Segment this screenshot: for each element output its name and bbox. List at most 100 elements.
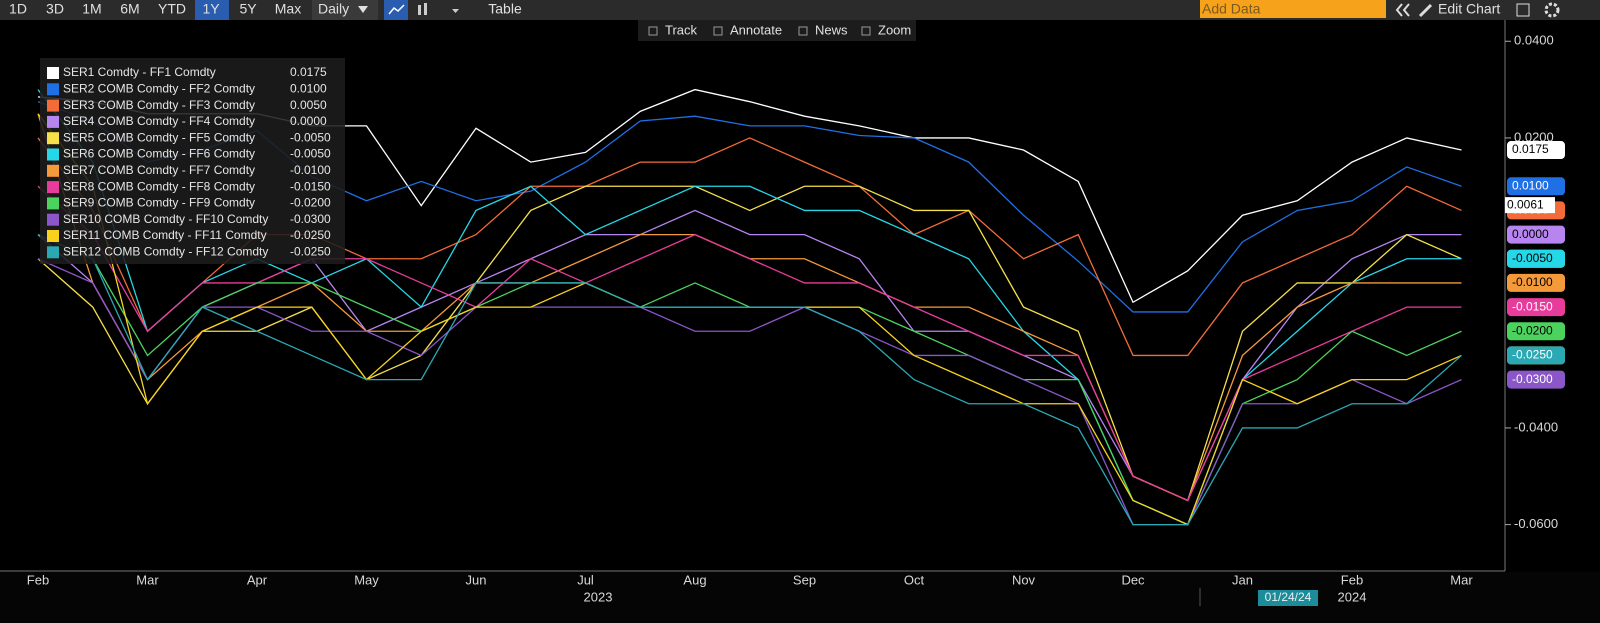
x-tick-label: Feb (1341, 572, 1363, 587)
x-tick-label: May (354, 572, 379, 587)
last-value-label: -0.0100 (1512, 275, 1553, 289)
plot-area: 0.0400 0.0200 -0.0400 -0.0600 Feb Mar Apr May Ju… (0, 20, 1600, 623)
edit-icon[interactable] (1516, 3, 1530, 17)
x-tick-label: Dec (1121, 572, 1145, 587)
range-btn[interactable]: 1D (9, 1, 27, 17)
legend-swatch (47, 181, 59, 194)
legend-value: -0.0250 (290, 228, 331, 242)
legend-value: 0.0175 (290, 65, 327, 79)
legend-swatch (47, 132, 59, 145)
legend-label: SER10 COMB Comdty - FF10 Comdty (63, 212, 268, 226)
last-value-label: -0.0250 (1512, 348, 1553, 362)
collapse-icon[interactable] (1395, 3, 1403, 17)
candle-icon[interactable] (418, 5, 421, 15)
x-tick-label: Mar (136, 572, 159, 587)
legend-label: SER1 Comdty - FF1 Comdty (63, 65, 216, 79)
legend-swatch (47, 99, 59, 112)
cursor-value-tag (1505, 197, 1555, 214)
last-value-label: -0.0200 (1512, 323, 1553, 337)
pencil-icon (1418, 3, 1433, 18)
x-tick-label: Jun (466, 572, 487, 587)
legend-label: SER3 COMB Comdty - FF3 Comdty (63, 98, 255, 112)
add-data-placeholder[interactable]: Add Data (1202, 1, 1261, 17)
x-tick-label: Jan (1232, 572, 1253, 587)
tool-icon (861, 26, 871, 36)
legend-swatch (47, 213, 59, 226)
settings-icon[interactable] (1544, 2, 1560, 18)
tool-icon (713, 26, 723, 36)
y-tick-label: -0.0400 (1514, 419, 1558, 434)
edit-chart-btn[interactable]: Edit Chart (1438, 1, 1500, 17)
legend-swatch (47, 148, 59, 161)
last-value-tag (1507, 225, 1565, 244)
last-value-tag (1507, 346, 1565, 365)
legend-value: 0.0100 (290, 81, 327, 95)
tool-btn[interactable]: Zoom (878, 22, 911, 37)
legend-label: SER6 COMB Comdty - FF6 Comdty (63, 147, 255, 161)
legend-value: -0.0050 (290, 147, 331, 161)
legend-label: SER9 COMB Comdty - FF9 Comdty (63, 196, 255, 210)
y-tick-label: -0.0600 (1514, 516, 1558, 531)
legend: SER1 Comdty - FF1 Comdty 0.0175 SER2 COMB … (40, 58, 345, 264)
range-btn[interactable]: 1Y (202, 1, 220, 17)
legend-value: -0.0250 (290, 244, 331, 258)
tool-btn[interactable]: Annotate (730, 22, 782, 37)
x-tick-label: Jul (577, 572, 594, 587)
cursor-date-bg (1258, 590, 1318, 606)
y-tick-label: 0.0400 (1514, 33, 1554, 48)
last-value-tag (1507, 249, 1565, 268)
tool-btn[interactable]: Track (665, 22, 698, 37)
legend-swatch (47, 115, 59, 128)
series-line (37, 185, 1462, 502)
legend-value: -0.0200 (290, 196, 331, 210)
legend-swatch (47, 164, 59, 177)
last-value-tag (1507, 322, 1565, 341)
last-value-tags: 0.01750.01000.00500.0000-0.0050-0.0050-0… (1505, 141, 1565, 389)
range-btn[interactable]: 1M (82, 1, 101, 17)
x-axis-bg (0, 572, 1600, 623)
range-btn[interactable]: 6M (120, 1, 139, 17)
legend-label: SER4 COMB Comdty - FF4 Comdty (63, 114, 255, 128)
x-tick-label: Oct (904, 572, 925, 587)
legend-value: -0.0300 (290, 212, 331, 226)
legend-label: SER8 COMB Comdty - FF8 Comdty (63, 179, 255, 193)
range-btn[interactable]: 3D (46, 1, 64, 17)
range-btn[interactable]: YTD (158, 1, 186, 17)
x-tick-label: Feb (27, 572, 49, 587)
legend-swatch (47, 67, 59, 79)
series-line (37, 234, 1462, 526)
year-label: 2024 (1338, 589, 1367, 604)
x-tick-label: Apr (247, 572, 268, 587)
toolbar: Add Data Edit Chart 1D 3D 1M 6M YTD 1Y 5Y Max Da… (0, 0, 1600, 41)
legend-value: -0.0100 (290, 163, 331, 177)
series-line (37, 185, 1462, 502)
legend-value: -0.0150 (290, 179, 331, 193)
collapse-icon (1402, 3, 1410, 17)
last-value-tag (1507, 141, 1565, 160)
last-value-label: -0.0050 (1512, 251, 1553, 265)
tool-btn[interactable]: News (815, 22, 848, 37)
legend-label: SER5 COMB Comdty - FF5 Comdty (63, 130, 255, 144)
line-icon (388, 4, 405, 15)
table-btn[interactable]: Table (488, 1, 522, 17)
last-value-label: 0.0100 (1512, 178, 1549, 192)
last-value-label: -0.0150 (1512, 299, 1553, 313)
menu-arrow[interactable] (452, 9, 459, 13)
legend-value: 0.0000 (290, 114, 327, 128)
last-value-label: 0.0175 (1512, 142, 1549, 156)
add-data-box[interactable] (1200, 0, 1386, 18)
series-line (37, 258, 1462, 526)
legend-swatch (47, 197, 59, 210)
last-value-tag (1507, 273, 1565, 292)
cursor-date: 01/24/24 (1265, 590, 1312, 604)
last-value-tag (1507, 177, 1565, 196)
year-label: 2023 (584, 589, 613, 604)
legend-swatch (47, 230, 59, 242)
range-btn[interactable]: Max (275, 1, 301, 17)
frequency-btn[interactable]: Daily (318, 1, 349, 17)
tools-bg (638, 20, 916, 41)
legend-swatch (47, 246, 59, 259)
range-btn[interactable]: 5Y (239, 1, 257, 17)
